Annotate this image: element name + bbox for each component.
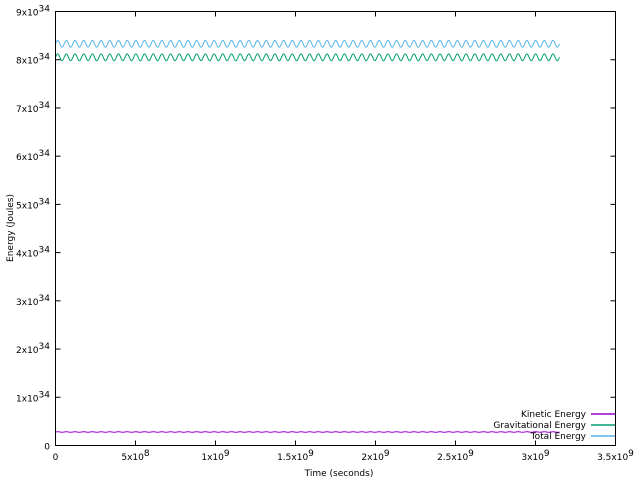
x-tick-label: 3x109 (521, 449, 550, 463)
x-tick-label: 3.5x109 (597, 449, 634, 463)
y-tick-label: 2x1034 (16, 342, 50, 356)
legend-label: Kinetic Energy (521, 410, 587, 420)
series-layer (55, 39, 560, 433)
x-tick-label: 2x109 (361, 449, 390, 463)
x-axis-ticks: 0 5x108 1x109 1.5x109 2x109 2.5x109 3x109 3.5x1… (53, 11, 634, 463)
series-line (55, 39, 560, 48)
x-tick-label: 5x108 (121, 449, 150, 463)
x-tick-label: 1x109 (201, 449, 230, 463)
y-tick-label: 9x1034 (16, 5, 50, 19)
y-tick-label: 7x1034 (16, 101, 50, 115)
plot-frame (55, 11, 616, 446)
y-axis-label: Energy (Joules) (6, 194, 16, 262)
y-tick-label: 1x1034 (16, 390, 50, 404)
y-axis-ticks: 0 1x1034 2x1034 3x1034 4x1034 5x1034 6x1034 7x1… (16, 5, 616, 453)
y-tick-label: 8x1034 (16, 53, 50, 67)
legend-label: Total Energy (530, 432, 587, 442)
y-tick-label: 4x1034 (16, 246, 50, 260)
legend-label: Gravitational Energy (493, 421, 586, 431)
y-tick-label: 6x1034 (16, 149, 50, 163)
y-tick-label: 3x1034 (16, 294, 50, 308)
x-tick-label: 2.5x109 (437, 449, 474, 463)
x-tick-label: 0 (53, 453, 59, 463)
series-line (55, 53, 560, 62)
x-tick-label: 1.5x109 (277, 449, 314, 463)
y-tick-label: 0 (44, 443, 50, 453)
y-tick-label: 5x1034 (16, 197, 50, 211)
x-axis-label: Time (seconds) (304, 469, 374, 479)
